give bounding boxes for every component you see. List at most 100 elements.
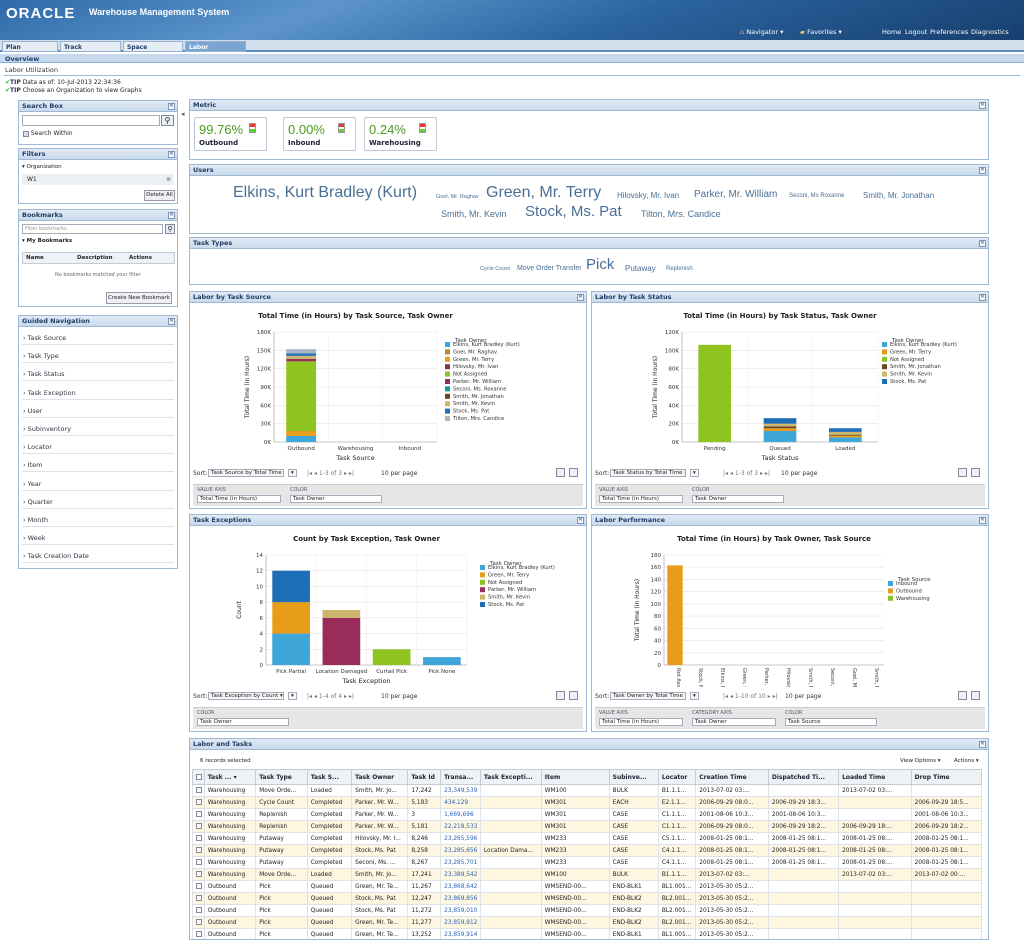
user-tag[interactable]: Smith, Mr. Kevin bbox=[441, 209, 507, 219]
export-icon[interactable] bbox=[569, 468, 578, 477]
guided-nav-item[interactable]: › Locator bbox=[23, 443, 52, 452]
table-row[interactable]: Warehousing Replenish Completed Parker, Mr.… bbox=[192, 808, 983, 821]
legend-entry[interactable]: Not Assigned bbox=[890, 357, 924, 363]
bar-segment[interactable] bbox=[763, 431, 797, 442]
bar-segment[interactable] bbox=[763, 418, 797, 424]
logout-link[interactable]: Logout bbox=[905, 28, 928, 36]
row-checkbox[interactable] bbox=[196, 799, 202, 806]
guided-nav-item[interactable]: › Year bbox=[23, 479, 42, 488]
category-axis-select[interactable]: Task Owner bbox=[692, 718, 776, 726]
legend-entry[interactable]: Tilton, Mrs. Candice bbox=[452, 416, 504, 422]
table-cell[interactable]: 23,285,656 bbox=[440, 844, 481, 857]
tab-space-utilization[interactable]: Space Utilization bbox=[123, 41, 183, 62]
user-tag[interactable]: Tilton, Mrs. Candice bbox=[641, 209, 721, 219]
legend-entry[interactable]: Inbound bbox=[896, 581, 917, 587]
favorites-menu[interactable]: ▰ Favorites ▾ bbox=[800, 28, 842, 36]
collapse-icon[interactable]: ✕ bbox=[577, 517, 584, 524]
column-header[interactable]: Loaded Time bbox=[838, 769, 912, 785]
print-icon[interactable] bbox=[556, 468, 565, 477]
column-header[interactable]: Task Id bbox=[407, 769, 442, 785]
column-header[interactable]: Dispatched Ti... bbox=[767, 769, 840, 785]
bar-segment[interactable] bbox=[286, 353, 317, 356]
row-select-cell[interactable] bbox=[192, 868, 205, 881]
bar-segment[interactable] bbox=[423, 657, 461, 665]
row-checkbox[interactable] bbox=[196, 859, 202, 866]
legend-entry[interactable]: Green, Mr. Terry bbox=[890, 349, 931, 355]
export-icon[interactable] bbox=[971, 468, 980, 477]
legend-entry[interactable]: Elkins, Kurt Bradley (Kurt) bbox=[890, 342, 957, 348]
bar-segment[interactable] bbox=[272, 570, 310, 603]
legend-entry[interactable]: Smith, Mr. Kevin bbox=[890, 372, 932, 378]
tab-labor-utilization[interactable]: Labor Utilization bbox=[185, 41, 246, 62]
task-type-tag[interactable]: Pick bbox=[586, 256, 615, 273]
bar-segment[interactable] bbox=[763, 426, 797, 429]
color-select[interactable]: Task Owner bbox=[692, 495, 784, 503]
filter-bookmarks-input[interactable]: Filter bookmarks bbox=[22, 224, 163, 234]
column-header[interactable]: Transa... bbox=[440, 769, 481, 785]
bar-segment[interactable] bbox=[272, 602, 310, 634]
sort-order-toggle[interactable]: ▾ bbox=[288, 469, 297, 477]
row-select-cell[interactable] bbox=[192, 808, 205, 821]
legend-entry[interactable]: Smith, Mr. Jonathan bbox=[890, 364, 941, 370]
first-page-icon[interactable]: |◂ ◂ bbox=[723, 693, 733, 700]
row-checkbox[interactable] bbox=[196, 931, 202, 938]
search-icon[interactable]: ⚲ bbox=[161, 115, 174, 126]
preferences-link[interactable]: Preferences bbox=[930, 28, 969, 36]
legend-entry[interactable]: Stock, Ms. Pat bbox=[890, 379, 926, 385]
user-tag[interactable]: Goel, Mr. Raghav bbox=[436, 194, 479, 200]
table-cell[interactable]: 23,868,642 bbox=[440, 880, 481, 893]
guided-nav-item[interactable]: › Item bbox=[23, 461, 43, 470]
column-header[interactable]: Creation Time bbox=[695, 769, 769, 785]
tab-track-fulfillment[interactable]: Track Fulfillment bbox=[60, 41, 121, 62]
my-bookmarks-toggle[interactable]: ▾ My Bookmarks bbox=[22, 238, 73, 244]
print-icon[interactable] bbox=[958, 691, 967, 700]
bar-segment[interactable] bbox=[829, 428, 862, 432]
color-select[interactable]: Task Owner bbox=[197, 718, 289, 726]
per-page[interactable]: 10 per page bbox=[381, 693, 418, 700]
create-bookmark-button[interactable]: Create New Bookmark bbox=[106, 292, 172, 304]
collapse-icon[interactable]: ✕ bbox=[168, 318, 175, 325]
guided-nav-item[interactable]: › Task Type bbox=[23, 352, 59, 361]
bar-segment[interactable] bbox=[322, 610, 361, 618]
value-axis-select[interactable]: Total Time (in Hours) bbox=[197, 495, 281, 503]
row-checkbox[interactable] bbox=[196, 847, 202, 854]
table-row[interactable]: Warehousing Putaway Completed Hilovsky, Mr.… bbox=[192, 832, 983, 845]
row-checkbox[interactable] bbox=[196, 835, 202, 842]
next-page-icon[interactable]: ▸ ▸| bbox=[767, 693, 778, 700]
row-select-cell[interactable] bbox=[192, 856, 205, 869]
legend-entry[interactable]: Green, Mr. Terry bbox=[453, 357, 494, 363]
print-icon[interactable] bbox=[958, 468, 967, 477]
table-cell[interactable]: 23,349,539 bbox=[440, 784, 481, 797]
bar-segment[interactable] bbox=[286, 349, 317, 354]
row-checkbox[interactable] bbox=[196, 883, 202, 890]
legend-entry[interactable]: Parker, Mr. William bbox=[453, 379, 501, 385]
row-checkbox[interactable] bbox=[196, 907, 202, 914]
table-row[interactable]: Outbound Pick Queued Green, Mr. Te... 11,267… bbox=[192, 880, 983, 893]
collapse-icon[interactable]: ✕ bbox=[979, 741, 986, 748]
column-header[interactable]: Subinve... bbox=[608, 769, 659, 785]
table-row[interactable]: Warehousing Putaway Completed Seconi, Ms. .… bbox=[192, 856, 983, 869]
sort-order-toggle[interactable]: ▾ bbox=[690, 469, 699, 477]
row-select-cell[interactable] bbox=[192, 844, 205, 857]
table-cell[interactable]: 22,218,533 bbox=[440, 820, 481, 833]
row-select-cell[interactable] bbox=[192, 880, 205, 893]
row-checkbox[interactable] bbox=[196, 919, 202, 926]
bar-segment[interactable] bbox=[829, 437, 862, 442]
next-page-icon[interactable]: ▸ ▸| bbox=[344, 693, 354, 700]
task-type-tag[interactable]: Replenish bbox=[666, 266, 693, 272]
bar-segment[interactable] bbox=[763, 423, 797, 427]
table-cell[interactable]: 23,389,542 bbox=[440, 868, 481, 881]
user-tag[interactable]: Stock, Ms. Pat bbox=[525, 203, 622, 220]
task-type-tag[interactable]: Cycle Count bbox=[480, 266, 510, 272]
bar-segment[interactable] bbox=[286, 358, 317, 362]
legend-entry[interactable]: Parker, Mr. William bbox=[488, 587, 536, 593]
first-page-icon[interactable]: |◂ ◂ bbox=[723, 470, 733, 477]
task-type-tag[interactable]: Move Order Transfer bbox=[517, 265, 582, 272]
column-header[interactable]: Locator bbox=[657, 769, 697, 785]
legend-entry[interactable]: Green, Mr. Terry bbox=[488, 572, 529, 578]
table-cell[interactable]: 23,265,596 bbox=[440, 832, 481, 845]
table-row[interactable]: Outbound Pick Queued Green, Mr. Te... 11,277… bbox=[192, 916, 983, 929]
sort-select[interactable]: Task Exception by Count ▾ bbox=[208, 692, 284, 700]
select-all-cell[interactable] bbox=[192, 769, 205, 785]
row-select-cell[interactable] bbox=[192, 904, 205, 917]
